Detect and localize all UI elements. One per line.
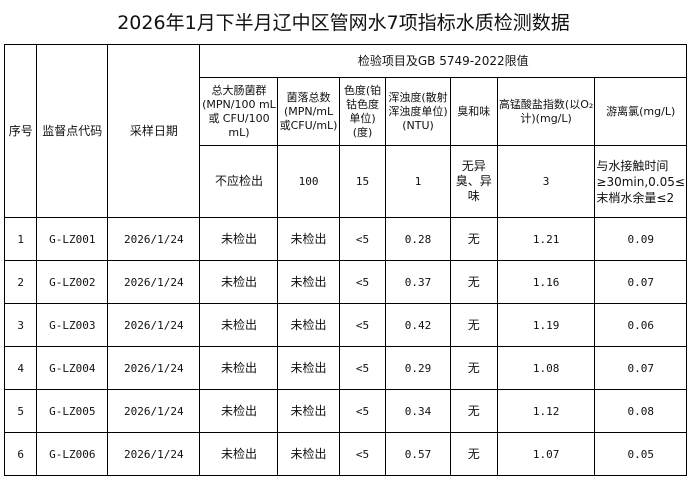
table-cell: 未检出 <box>277 260 340 304</box>
water-quality-table: 序号 监督点代码 采样日期 检验项目及GB 5749-2022限值 总大肠菌群(… <box>3 44 687 476</box>
table-cell: 5 <box>3 389 38 433</box>
table-cell: 未检出 <box>199 217 279 261</box>
header-item: 高锰酸盐指数(以O₂计)(mg/L) <box>496 77 596 146</box>
table-cell: <5 <box>338 346 387 390</box>
header-item: 菌落总数(MPN/mL或CFU/mL) <box>277 77 340 146</box>
table-cell: 0.07 <box>594 346 687 390</box>
table-cell: 未检出 <box>199 346 279 390</box>
table-cell: 0.29 <box>385 346 451 390</box>
table-cell: 2026/1/24 <box>107 217 201 261</box>
table-cell: <5 <box>338 389 387 433</box>
table-row: 6 G-LZ006 2026/1/24 未检出 未检出 <5 0.57 无 1.07 0.05 <box>3 432 687 476</box>
limit-cell: 与水接触时间≥30min,0.05≤末梢水余量≤2 <box>594 145 687 218</box>
table-cell: 1.21 <box>496 217 596 261</box>
table-cell: G-LZ003 <box>36 303 109 347</box>
table-row: 5 G-LZ005 2026/1/24 未检出 未检出 <5 0.34 无 1.12 0.08 <box>3 389 687 433</box>
table-cell: 1 <box>3 217 38 261</box>
table-cell: 未检出 <box>277 217 340 261</box>
table-cell: 0.09 <box>594 217 687 261</box>
page-title: 2026年1月下半月辽中区管网水7项指标水质检测数据 <box>117 12 570 34</box>
table-cell: <5 <box>338 432 387 476</box>
table-cell: 2026/1/24 <box>107 389 201 433</box>
table-cell: G-LZ001 <box>36 217 109 261</box>
table-cell: 1.08 <box>496 346 596 390</box>
table-cell: 0.57 <box>385 432 451 476</box>
table-cell: G-LZ005 <box>36 389 109 433</box>
table-cell: <5 <box>338 217 387 261</box>
table-cell: 2026/1/24 <box>107 260 201 304</box>
table-cell: 2026/1/24 <box>107 303 201 347</box>
table-cell: 未检出 <box>277 346 340 390</box>
limit-cell: 无异臭、异味 <box>449 145 498 218</box>
table-cell: 1.16 <box>496 260 596 304</box>
header-item: 臭和味 <box>449 77 498 146</box>
table-cell: 无 <box>449 432 498 476</box>
table-cell: 无 <box>449 260 498 304</box>
table-cell: 1.19 <box>496 303 596 347</box>
table-cell: 未检出 <box>277 303 340 347</box>
limit-cell: 1 <box>385 145 451 218</box>
header-item: 总大肠菌群(MPN/100 mL或 CFU/100 mL) <box>199 77 279 146</box>
table-cell: G-LZ006 <box>36 432 109 476</box>
header-date: 采样日期 <box>107 44 201 218</box>
table-row: 2 G-LZ002 2026/1/24 未检出 未检出 <5 0.37 无 1.16 0.07 <box>3 260 687 304</box>
table-cell: 6 <box>3 432 38 476</box>
table-cell: 0.28 <box>385 217 451 261</box>
table-cell: G-LZ004 <box>36 346 109 390</box>
table-cell: 0.07 <box>594 260 687 304</box>
table-cell: 4 <box>3 346 38 390</box>
table-cell: 未检出 <box>199 303 279 347</box>
header-item: 浑浊度(散射浑浊度单位)(NTU) <box>385 77 451 146</box>
table-cell: 未检出 <box>277 432 340 476</box>
table-cell: 未检出 <box>199 260 279 304</box>
header-seq: 序号 <box>3 44 38 218</box>
table-cell: 0.34 <box>385 389 451 433</box>
table-cell: 2026/1/24 <box>107 346 201 390</box>
table-cell: <5 <box>338 303 387 347</box>
table-cell: 无 <box>449 303 498 347</box>
table-cell: 0.42 <box>385 303 451 347</box>
header-group: 检验项目及GB 5749-2022限值 <box>199 44 687 78</box>
table-cell: 0.05 <box>594 432 687 476</box>
table-cell: <5 <box>338 260 387 304</box>
table-cell: 未检出 <box>199 432 279 476</box>
limit-cell: 3 <box>496 145 596 218</box>
limit-cell: 100 <box>277 145 340 218</box>
limit-cell: 不应检出 <box>199 145 279 218</box>
table-cell: 1.12 <box>496 389 596 433</box>
table-cell: 2 <box>3 260 38 304</box>
table-cell: 2026/1/24 <box>107 432 201 476</box>
table-cell: 1.07 <box>496 432 596 476</box>
table-cell: 无 <box>449 346 498 390</box>
table-cell: 无 <box>449 389 498 433</box>
table-cell: 3 <box>3 303 38 347</box>
header-code: 监督点代码 <box>36 44 109 218</box>
header-item: 色度(铂钴色度单位)(度) <box>338 77 387 146</box>
table-cell: 0.37 <box>385 260 451 304</box>
table-row: 3 G-LZ003 2026/1/24 未检出 未检出 <5 0.42 无 1.19 0.06 <box>3 303 687 347</box>
table-cell: G-LZ002 <box>36 260 109 304</box>
table-cell: 0.06 <box>594 303 687 347</box>
table-row: 1 G-LZ001 2026/1/24 未检出 未检出 <5 0.28 无 1.21 0.09 <box>3 217 687 261</box>
table-cell: 0.08 <box>594 389 687 433</box>
table-row: 4 G-LZ004 2026/1/24 未检出 未检出 <5 0.29 无 1.08 0.07 <box>3 346 687 390</box>
table-cell: 未检出 <box>277 389 340 433</box>
limit-cell: 15 <box>338 145 387 218</box>
header-item: 游离氯(mg/L) <box>594 77 687 146</box>
table-cell: 未检出 <box>199 389 279 433</box>
table-cell: 无 <box>449 217 498 261</box>
